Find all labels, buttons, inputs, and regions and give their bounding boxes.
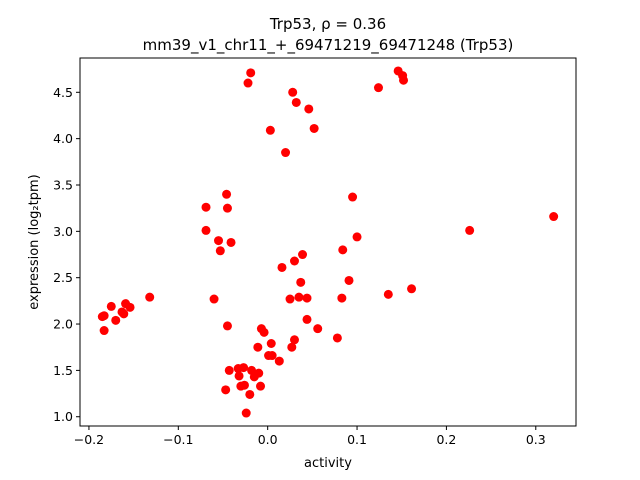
y-axis: 1.0 1.5 2.0 2.5 3.0 3.5 4.0 4.5 — [53, 85, 80, 424]
data-point — [245, 389, 255, 399]
data-point — [99, 311, 109, 321]
y-axis-label: expression (log₂tpm) — [27, 174, 42, 309]
data-point — [338, 245, 348, 255]
data-point — [287, 342, 297, 352]
data-point — [296, 277, 306, 287]
data-point — [285, 294, 295, 304]
data-point — [265, 125, 275, 135]
x-tick-label: 0.2 — [436, 432, 456, 447]
data-point — [201, 202, 211, 212]
y-tick-label: 1.0 — [53, 409, 73, 424]
data-point — [243, 78, 253, 88]
data-point — [239, 380, 249, 390]
x-tick-label: 0.1 — [347, 432, 367, 447]
data-point — [281, 148, 291, 158]
y-tick-label: 2.5 — [53, 270, 73, 285]
data-point — [119, 309, 129, 319]
y-tick-label: 3.0 — [53, 224, 73, 239]
data-point — [373, 83, 383, 93]
data-point — [313, 324, 323, 334]
data-point — [222, 203, 232, 213]
data-points — [97, 66, 559, 418]
x-tick-label: −0.2 — [74, 432, 104, 447]
data-point — [111, 315, 121, 325]
data-point — [549, 212, 559, 222]
data-point — [302, 293, 312, 303]
data-point — [332, 333, 342, 343]
chart-title-line1: Trp53, ρ = 0.36 — [269, 15, 386, 33]
data-point — [256, 381, 266, 391]
data-point — [125, 302, 135, 312]
y-tick-label: 2.0 — [53, 317, 73, 332]
data-point — [407, 284, 417, 294]
data-point — [241, 408, 251, 418]
data-point — [222, 321, 232, 331]
data-point — [309, 123, 319, 133]
data-point — [274, 356, 284, 366]
y-tick-label: 4.5 — [53, 85, 73, 100]
y-tick-label: 1.5 — [53, 363, 73, 378]
data-point — [215, 246, 225, 256]
data-point — [239, 363, 249, 373]
data-point — [214, 236, 224, 246]
data-point — [246, 68, 256, 78]
plot-frame — [79, 57, 577, 427]
data-point — [222, 189, 232, 199]
y-tick-label: 3.5 — [53, 177, 73, 192]
data-point — [201, 225, 211, 235]
data-point — [383, 289, 393, 299]
chart-title-line2: mm39_v1_chr11_+_69471219_69471248 (Trp53… — [143, 36, 514, 55]
data-point — [277, 262, 287, 272]
data-point — [224, 365, 234, 375]
data-point — [145, 292, 155, 302]
data-point — [291, 97, 301, 107]
data-point — [259, 327, 269, 337]
y-tick-label: 4.0 — [53, 131, 73, 146]
x-tick-label: −0.1 — [163, 432, 193, 447]
data-point — [304, 104, 314, 114]
data-point — [234, 371, 244, 381]
data-point — [253, 342, 263, 352]
data-point — [289, 256, 299, 266]
x-tick-label: 0.0 — [258, 432, 278, 447]
data-point — [99, 326, 109, 336]
data-point — [289, 335, 299, 345]
data-point — [352, 232, 362, 242]
data-point — [106, 301, 116, 311]
data-point — [209, 294, 219, 304]
x-axis-label: activity — [304, 456, 352, 471]
data-point — [226, 237, 236, 247]
x-axis: −0.2 −0.1 0.0 0.1 0.2 0.3 — [74, 426, 546, 447]
data-point — [302, 314, 312, 324]
data-point — [288, 87, 298, 97]
data-point — [221, 385, 231, 395]
x-tick-label: 0.3 — [526, 432, 546, 447]
data-point — [267, 351, 277, 361]
data-point — [465, 225, 475, 235]
data-point — [399, 75, 409, 85]
data-point — [298, 250, 308, 260]
data-point — [348, 192, 358, 202]
data-point — [254, 368, 264, 378]
data-point — [344, 275, 354, 285]
data-point — [294, 292, 304, 302]
data-point — [337, 293, 347, 303]
data-point — [266, 339, 276, 349]
